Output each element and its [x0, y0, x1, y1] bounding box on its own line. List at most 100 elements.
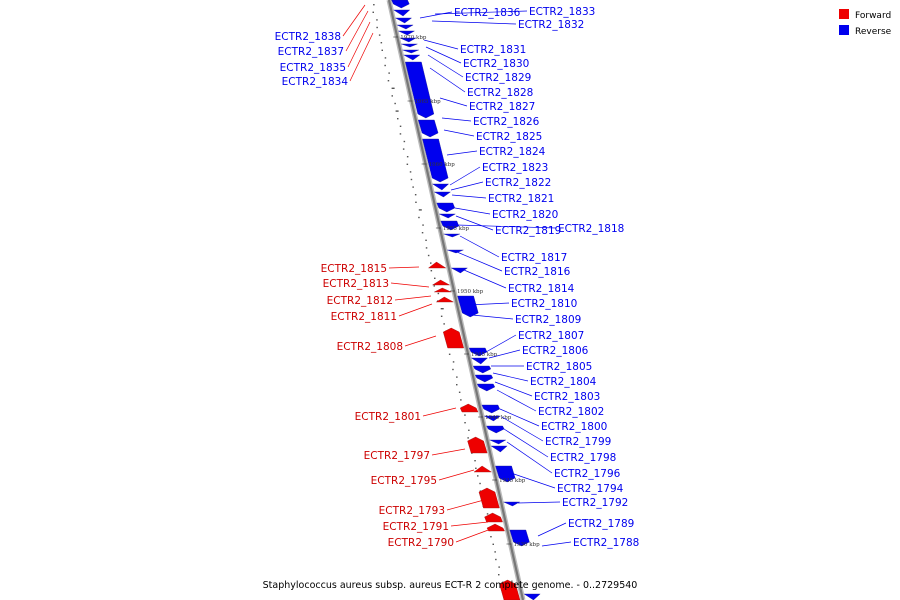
- scale-tick-label: 1945 kbp: [471, 352, 498, 358]
- gene-label-ectr2-1826[interactable]: ECTR2_1826: [473, 116, 540, 128]
- scale-tick-label: 1960 kbp: [429, 162, 456, 168]
- gene-label-ectr2-1832[interactable]: ECTR2_1832: [518, 19, 584, 31]
- feature-tick: [430, 262, 432, 264]
- gene-label-ectr2-1838[interactable]: ECTR2_1838: [275, 31, 341, 43]
- scale-ticks: 1970 kbp 1965 kbp 1960 kbp 1955 kbp 1950 kbp…: [393, 35, 540, 548]
- gene-label-ectr2-1834[interactable]: ECTR2_1834: [282, 76, 349, 88]
- gene-label-ectr2-1833[interactable]: ECTR2_1833: [529, 6, 595, 18]
- gene-label-ectr2-1801[interactable]: ECTR2_1801: [355, 411, 421, 423]
- gene-label-ectr2-1824[interactable]: ECTR2_1824: [479, 146, 546, 158]
- gene-label-ectr2-1800[interactable]: ECTR2_1800: [541, 421, 607, 433]
- label-leader-ectr2-1812: [394, 295, 432, 301]
- gene-label-ectr2-1799[interactable]: ECTR2_1799: [545, 436, 611, 448]
- gene-label-ectr2-1818[interactable]: ECTR2_1818: [558, 223, 624, 235]
- label-leader-ectr2-1796: [506, 441, 553, 474]
- label-leader-ectr2-1811: [398, 303, 433, 317]
- gene-label-ectr2-1803[interactable]: ECTR2_1803: [534, 391, 600, 403]
- reverse-feature: [490, 445, 508, 453]
- gene-label-ectr2-1814[interactable]: ECTR2_1814: [508, 283, 575, 295]
- gene-label-ectr2-1809[interactable]: ECTR2_1809: [515, 314, 581, 326]
- reverse-feature: [489, 439, 507, 445]
- gene-label-ectr2-1793[interactable]: ECTR2_1793: [379, 505, 445, 517]
- gene-label-ectr2-1796[interactable]: ECTR2_1796: [554, 468, 621, 480]
- gene-label-ectr2-1835[interactable]: ECTR2_1835: [280, 62, 346, 74]
- gene-label-ectr2-1802[interactable]: ECTR2_1802: [538, 406, 604, 418]
- gene-label-ectr2-1829[interactable]: ECTR2_1829: [465, 72, 531, 84]
- label-leader-ectr2-1830: [425, 46, 462, 64]
- gene-label-ectr2-1822[interactable]: ECTR2_1822: [485, 177, 551, 189]
- gene-label-ectr2-1788[interactable]: ECTR2_1788: [573, 537, 639, 549]
- gene-label-ectr2-1820[interactable]: ECTR2_1820: [492, 209, 558, 221]
- feature-tick: [498, 566, 500, 568]
- reverse-feature: [431, 183, 450, 191]
- feature-tick: [495, 558, 497, 561]
- feature-tick: [394, 102, 396, 105]
- gene-label-ectr2-1825[interactable]: ECTR2_1825: [476, 131, 542, 143]
- feature-tick: [376, 26, 378, 29]
- label-leader-ectr2-1829: [427, 54, 464, 78]
- feature-tick: [388, 72, 390, 74]
- label-leader-ectr2-1833: [434, 10, 528, 15]
- gene-label-ectr2-1804[interactable]: ECTR2_1804: [530, 376, 597, 388]
- gene-label-ectr2-1805[interactable]: ECTR2_1805: [526, 361, 592, 373]
- gene-label-ectr2-1811[interactable]: ECTR2_1811: [331, 311, 397, 323]
- label-leader-ectr2-1822: [450, 181, 484, 191]
- forward-feature: [431, 279, 450, 286]
- label-leader-ectr2-1808: [404, 335, 437, 347]
- gene-label-ectr2-1827[interactable]: ECTR2_1827: [469, 101, 535, 113]
- gene-label-ectr2-1821[interactable]: ECTR2_1821: [488, 193, 554, 205]
- gene-label-ectr2-1789[interactable]: ECTR2_1789: [568, 518, 634, 530]
- feature-tick: [477, 475, 479, 477]
- feature-tick: [384, 64, 386, 67]
- feature-tick: [486, 513, 489, 515]
- gene-label-ectr2-1794[interactable]: ECTR2_1794: [557, 483, 624, 495]
- forward-features: [427, 261, 521, 600]
- label-leader-ectr2-1820: [454, 207, 491, 215]
- reverse-features: [391, 0, 541, 600]
- gene-label-ectr2-1817[interactable]: ECTR2_1817: [501, 252, 567, 264]
- gene-label-ectr2-1790[interactable]: ECTR2_1790: [388, 537, 454, 549]
- gene-label-ectr2-1797[interactable]: ECTR2_1797: [364, 450, 430, 462]
- forward-feature: [434, 287, 452, 293]
- gene-label-ectr2-1830[interactable]: ECTR2_1830: [463, 58, 529, 70]
- gene-label-ectr2-1815[interactable]: ECTR2_1815: [321, 263, 387, 275]
- gene-label-ectr2-1808[interactable]: ECTR2_1808: [337, 341, 403, 353]
- gene-label-ectr2-1823[interactable]: ECTR2_1823: [482, 162, 548, 174]
- label-leader-ectr2-1838: [342, 4, 366, 37]
- gene-label-ectr2-1836[interactable]: ECTR2_1836: [454, 7, 521, 19]
- feature-tick: [409, 171, 412, 173]
- gene-label-ectr2-1795[interactable]: ECTR2_1795: [371, 475, 437, 487]
- gene-label-ectr2-1813[interactable]: ECTR2_1813: [323, 278, 389, 290]
- gene-label-ectr2-1792[interactable]: ECTR2_1792: [562, 497, 628, 509]
- gene-label-ectr2-1816[interactable]: ECTR2_1816: [504, 266, 571, 278]
- feature-tick: [468, 429, 470, 431]
- genome-caption: Staphylococcus aureus subsp. aureus ECT-…: [263, 580, 638, 591]
- scale-tick-label: 1940 kbp: [485, 415, 512, 421]
- gene-label-ectr2-1810[interactable]: ECTR2_1810: [511, 298, 577, 310]
- label-leader-ectr2-1799: [501, 416, 544, 442]
- gene-label-ectr2-1806[interactable]: ECTR2_1806: [522, 345, 589, 357]
- feature-tick: [418, 209, 422, 211]
- label-leader-ectr2-1813: [390, 282, 430, 288]
- gene-label-ectr2-1828[interactable]: ECTR2_1828: [467, 87, 533, 99]
- gene-label-ectr2-1807[interactable]: ECTR2_1807: [518, 330, 584, 342]
- reverse-feature: [472, 365, 492, 374]
- reverse-feature: [396, 24, 414, 30]
- feature-tick: [425, 247, 428, 249]
- gene-label-ectr2-1798[interactable]: ECTR2_1798: [550, 452, 616, 464]
- label-leader-ectr2-1823: [449, 166, 481, 186]
- feature-tick: [402, 148, 405, 150]
- forward-feature: [435, 296, 454, 303]
- label-leader-ectr2-1792: [517, 501, 561, 504]
- gene-label-ectr2-1819[interactable]: ECTR2_1819: [495, 225, 561, 237]
- scale-tick-label: 1970 kbp: [400, 35, 427, 41]
- gene-label-ectr2-1812[interactable]: ECTR2_1812: [327, 295, 393, 307]
- forward-feature: [478, 487, 500, 509]
- gene-label-ectr2-1791[interactable]: ECTR2_1791: [383, 521, 449, 533]
- gene-label-ectr2-1837[interactable]: ECTR2_1837: [278, 46, 344, 58]
- feature-tick: [403, 140, 406, 143]
- feature-tick: [421, 232, 424, 234]
- gene-label-ectr2-1831[interactable]: ECTR2_1831: [460, 44, 526, 56]
- forward-feature: [467, 436, 488, 454]
- reverse-feature: [393, 9, 411, 17]
